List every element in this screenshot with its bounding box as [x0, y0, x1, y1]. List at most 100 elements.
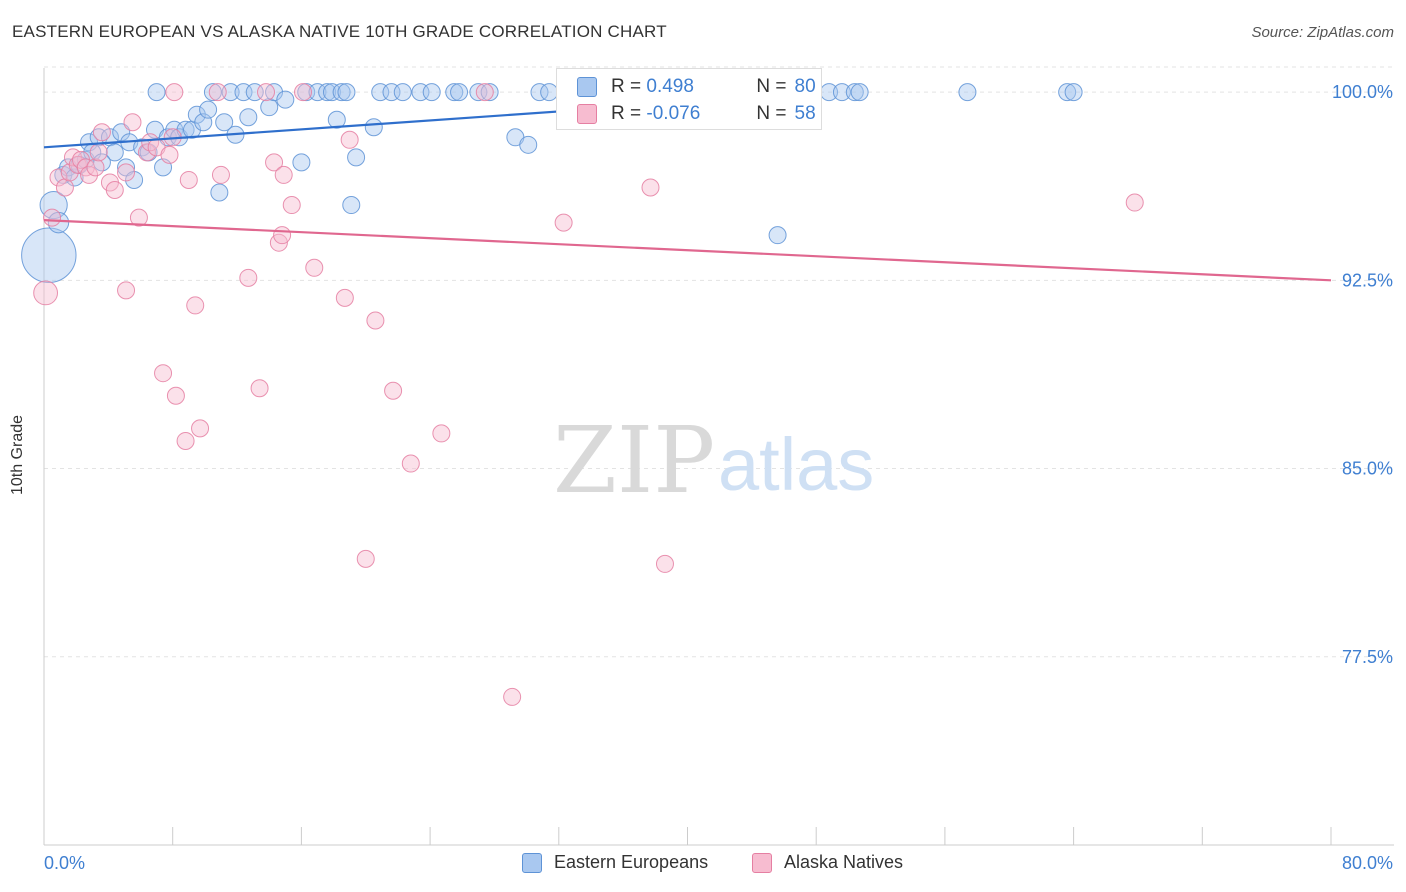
point-eastern-europeans	[260, 98, 279, 117]
legend-n-value-eastern: 80	[794, 76, 816, 97]
point-eastern-europeans	[768, 226, 787, 245]
legend-n-label: N =	[756, 76, 787, 97]
y-tick-label: 100.0%	[1332, 82, 1393, 102]
legend-r-value-alaska: -0.076	[646, 103, 701, 124]
point-alaska-natives	[475, 83, 494, 102]
point-alaska-natives	[340, 130, 359, 149]
point-alaska-natives	[176, 431, 195, 450]
point-alaska-natives	[211, 165, 230, 184]
point-eastern-europeans	[221, 83, 240, 102]
data-points	[21, 83, 1144, 706]
point-eastern-europeans	[845, 83, 864, 102]
point-eastern-europeans	[332, 83, 351, 102]
point-alaska-natives	[191, 419, 210, 438]
point-alaska-natives	[179, 170, 198, 189]
point-alaska-natives	[160, 145, 179, 164]
watermark-zip: ZIP	[553, 407, 715, 514]
point-alaska-natives	[356, 549, 375, 568]
point-eastern-europeans	[239, 108, 258, 127]
point-alaska-natives	[273, 226, 292, 245]
point-alaska-natives	[166, 386, 185, 405]
point-alaska-natives	[129, 208, 148, 227]
legend-r-label: R =	[611, 76, 642, 97]
legend-n-value-alaska: 58	[794, 103, 816, 124]
point-eastern-europeans	[958, 83, 977, 102]
point-alaska-natives	[33, 280, 59, 306]
point-alaska-natives	[401, 454, 420, 473]
point-alaska-natives	[239, 268, 258, 287]
point-eastern-europeans	[337, 83, 356, 102]
point-eastern-europeans	[210, 183, 229, 202]
point-eastern-europeans	[21, 227, 77, 283]
point-eastern-europeans	[322, 83, 341, 102]
point-alaska-natives	[1125, 193, 1144, 212]
point-alaska-natives	[137, 143, 156, 162]
point-alaska-natives	[366, 311, 385, 330]
grid-lines	[44, 66, 1394, 658]
point-eastern-europeans	[80, 133, 99, 152]
point-eastern-europeans	[422, 83, 441, 102]
point-alaska-natives	[294, 83, 313, 102]
point-eastern-europeans	[519, 135, 538, 154]
point-eastern-europeans	[105, 143, 124, 162]
point-alaska-natives	[123, 113, 142, 132]
point-eastern-europeans	[393, 83, 412, 102]
point-alaska-natives	[641, 178, 660, 197]
point-eastern-europeans	[117, 158, 136, 177]
point-eastern-europeans	[450, 83, 469, 102]
point-alaska-natives	[265, 153, 284, 172]
inset-legend-row-eastern: R = 0.498 N = 80	[577, 75, 816, 99]
y-tick-label: 77.5%	[1342, 647, 1393, 667]
point-eastern-europeans	[199, 100, 218, 119]
point-eastern-europeans	[832, 83, 851, 102]
point-alaska-natives	[208, 83, 227, 102]
point-eastern-europeans	[318, 83, 337, 102]
inset-legend: R = 0.498 N = 80 R = -0.076 N = 58	[556, 68, 822, 130]
legend-item-eastern-europeans[interactable]: Eastern Europeans	[522, 852, 708, 873]
trend-line-alaska-natives	[43, 219, 1332, 282]
point-alaska-natives	[117, 163, 136, 182]
point-eastern-europeans	[530, 83, 549, 102]
point-eastern-europeans	[342, 196, 361, 215]
point-eastern-europeans	[187, 105, 206, 124]
point-alaska-natives	[117, 281, 136, 300]
point-alaska-natives	[92, 123, 111, 142]
point-eastern-europeans	[850, 83, 869, 102]
legend-item-alaska-natives[interactable]: Alaska Natives	[752, 852, 903, 873]
point-alaska-natives	[154, 364, 173, 383]
y-tick-label: 92.5%	[1342, 270, 1393, 290]
point-alaska-natives	[186, 296, 205, 315]
point-alaska-natives	[43, 208, 62, 227]
point-alaska-natives	[250, 379, 269, 398]
point-eastern-europeans	[1058, 83, 1077, 102]
watermark: ZIP atlas	[553, 407, 874, 514]
source-label: Source: ZipAtlas.com	[1251, 24, 1394, 41]
point-alaska-natives	[89, 143, 108, 162]
point-eastern-europeans	[39, 190, 68, 220]
point-eastern-europeans	[276, 90, 295, 109]
point-eastern-europeans	[1064, 83, 1083, 102]
watermark-atlas: atlas	[718, 423, 874, 506]
point-eastern-europeans	[203, 83, 222, 102]
tick-labels: 100.0% 92.5% 85.0% 77.5% 0.0% 80.0%	[44, 82, 1393, 873]
legend-swatch-alaska	[752, 852, 772, 873]
legend-label-eastern: Eastern Europeans	[554, 852, 709, 872]
legend-r-label: R =	[611, 103, 642, 124]
point-alaska-natives	[55, 178, 74, 197]
point-alaska-natives	[274, 165, 293, 184]
point-eastern-europeans	[215, 113, 234, 132]
x-tick-label: 0.0%	[44, 853, 85, 873]
point-alaska-natives	[335, 288, 354, 307]
point-eastern-europeans	[480, 83, 499, 102]
point-alaska-natives	[432, 424, 451, 443]
point-alaska-natives	[165, 83, 184, 102]
x-tick-label: 80.0%	[1342, 853, 1393, 873]
legend-n-label: N =	[756, 103, 787, 124]
legend-label-alaska: Alaska Natives	[784, 852, 904, 872]
y-tick-label: 85.0%	[1342, 459, 1393, 479]
point-alaska-natives	[554, 213, 573, 232]
point-alaska-natives	[282, 196, 301, 215]
legend-swatch-eastern	[522, 852, 542, 873]
point-alaska-natives	[655, 554, 674, 573]
legend-swatch-alaska	[577, 104, 597, 124]
